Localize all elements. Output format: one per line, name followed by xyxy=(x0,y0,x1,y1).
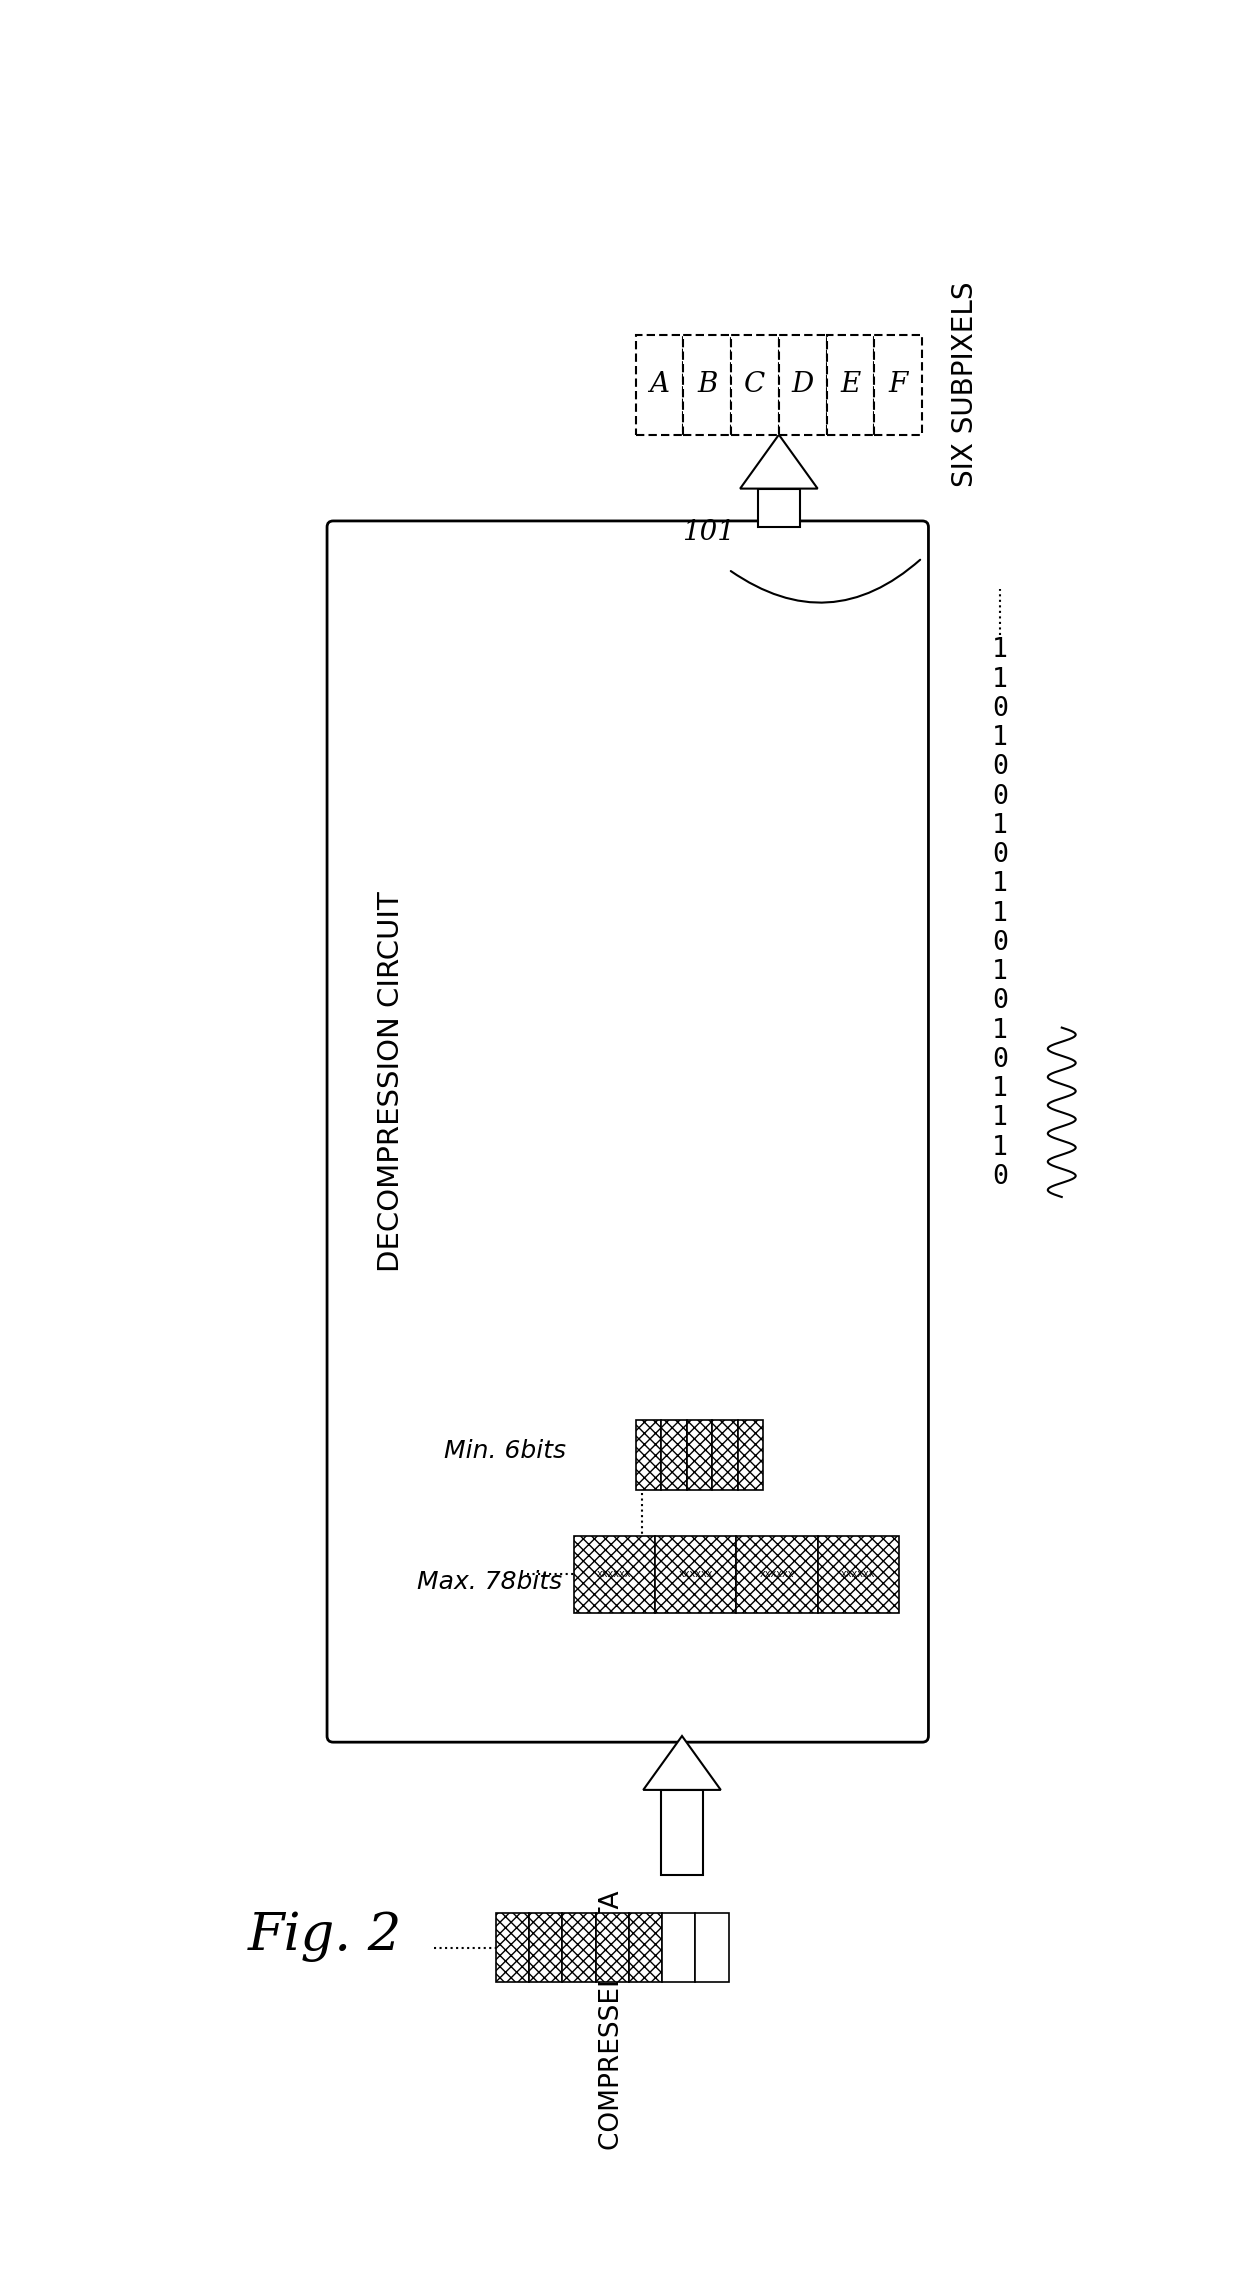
Bar xyxy=(635,1420,661,1490)
Text: 0: 0 xyxy=(992,987,1008,1015)
Text: 1: 1 xyxy=(992,960,1008,985)
Text: E: E xyxy=(841,371,861,398)
Text: 1: 1 xyxy=(992,871,1008,896)
Text: 1: 1 xyxy=(992,1076,1008,1101)
Text: 1: 1 xyxy=(992,667,1008,692)
Text: 0: 0 xyxy=(992,930,1008,955)
Text: A: A xyxy=(650,371,670,398)
Polygon shape xyxy=(644,1736,720,1790)
Bar xyxy=(635,334,683,435)
Bar xyxy=(496,1913,529,1982)
Bar xyxy=(737,1536,817,1613)
Bar xyxy=(827,334,874,435)
Text: F: F xyxy=(889,371,908,398)
Bar xyxy=(629,1913,662,1982)
Bar xyxy=(563,1913,595,1982)
Text: 0: 0 xyxy=(992,842,1008,869)
Bar xyxy=(573,1536,655,1613)
Text: 101: 101 xyxy=(682,519,735,546)
Text: Fig. 2: Fig. 2 xyxy=(248,1911,402,1961)
Text: 1: 1 xyxy=(992,726,1008,751)
Text: 0: 0 xyxy=(992,755,1008,780)
Bar xyxy=(687,1420,712,1490)
Bar xyxy=(655,1536,737,1613)
Text: 1: 1 xyxy=(992,812,1008,839)
Bar xyxy=(662,1913,696,1982)
Text: 0: 0 xyxy=(992,696,1008,721)
Text: 0: 0 xyxy=(992,783,1008,810)
Bar xyxy=(758,489,800,528)
Text: 1: 1 xyxy=(992,1106,1008,1131)
Text: xxxxxx: xxxxxx xyxy=(841,1570,875,1579)
Text: 1: 1 xyxy=(992,1135,1008,1160)
Bar xyxy=(683,334,732,435)
Bar xyxy=(595,1913,629,1982)
Bar xyxy=(712,1420,738,1490)
Text: B: B xyxy=(697,371,718,398)
Text: Min. 6bits: Min. 6bits xyxy=(444,1440,565,1463)
Text: 1: 1 xyxy=(992,901,1008,926)
Text: xxxxxx: xxxxxx xyxy=(596,1570,631,1579)
Text: 0: 0 xyxy=(992,1165,1008,1190)
Bar xyxy=(696,1913,729,1982)
Bar xyxy=(738,1420,764,1490)
Bar xyxy=(874,334,923,435)
Text: SIX SUBPIXELS: SIX SUBPIXELS xyxy=(951,282,978,487)
Text: Max. 78bits: Max. 78bits xyxy=(417,1570,562,1595)
Text: C: C xyxy=(744,371,765,398)
Bar xyxy=(661,1420,687,1490)
Text: DECOMPRESSION CIRCUIT: DECOMPRESSION CIRCUIT xyxy=(377,892,405,1272)
Bar xyxy=(817,1536,899,1613)
Text: 1: 1 xyxy=(992,637,1008,664)
Polygon shape xyxy=(740,435,817,489)
Text: COMPRESSED DATA: COMPRESSED DATA xyxy=(599,1891,625,2150)
Bar xyxy=(529,1913,563,1982)
Text: 1: 1 xyxy=(992,1017,1008,1044)
Bar xyxy=(732,334,779,435)
Bar xyxy=(779,334,827,435)
Text: xxxxxx: xxxxxx xyxy=(760,1570,794,1579)
Text: D: D xyxy=(791,371,813,398)
FancyBboxPatch shape xyxy=(327,521,929,1743)
Bar xyxy=(661,1790,703,1875)
Text: 0: 0 xyxy=(992,1046,1008,1074)
Text: xxxxxx: xxxxxx xyxy=(678,1570,713,1579)
